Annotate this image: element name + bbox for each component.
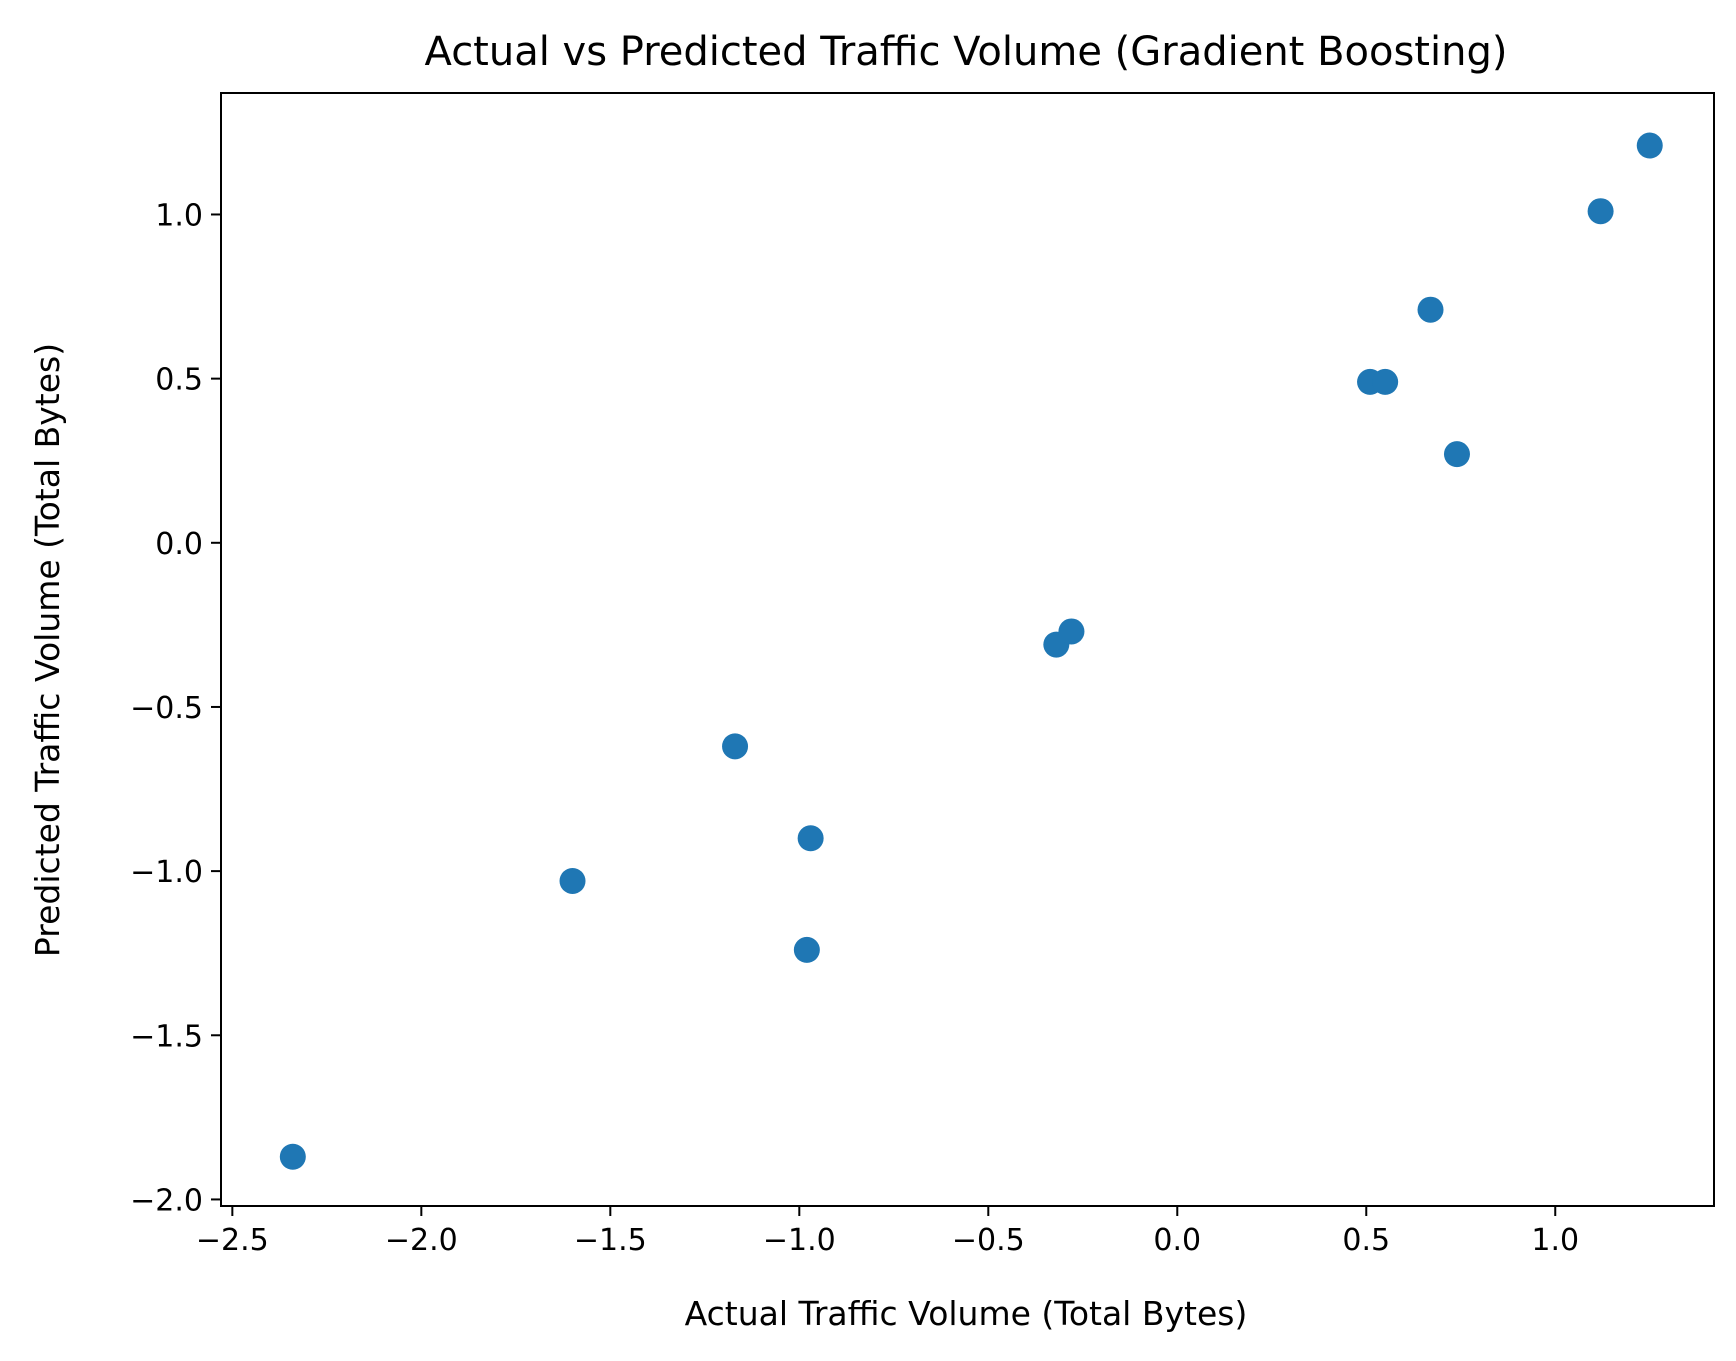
x-tick-label: −0.5	[952, 1223, 1025, 1258]
x-tick-label: 1.0	[1531, 1223, 1579, 1258]
x-tick-label: 0.5	[1342, 1223, 1390, 1258]
x-axis-title: Actual Traffic Volume (Total Bytes)	[685, 1294, 1248, 1333]
plot-area	[220, 92, 1715, 1207]
data-point	[1443, 441, 1470, 468]
scatter-points	[279, 132, 1663, 1170]
y-tick-label: −1.5	[130, 1019, 203, 1054]
data-point	[1636, 132, 1663, 159]
y-axis-title: Predicted Traffic Volume (Total Bytes)	[28, 343, 67, 957]
data-point	[1372, 368, 1399, 395]
data-point	[1058, 618, 1085, 645]
data-point	[559, 867, 586, 894]
data-point	[1587, 198, 1614, 225]
x-tick-label: 0.0	[1153, 1223, 1201, 1258]
y-tick-label: 1.0	[155, 198, 203, 233]
data-point	[279, 1143, 306, 1170]
y-tick-label: −1.0	[130, 855, 203, 890]
data-point	[1417, 296, 1444, 323]
y-axis-ticks: −2.0 −1.5 −1.0 −0.5 0.0 0.5 1.0	[130, 198, 221, 1218]
data-point	[797, 825, 824, 852]
chart-title: Actual vs Predicted Traffic Volume (Grad…	[425, 29, 1508, 75]
data-point	[722, 733, 749, 760]
x-tick-label: −2.5	[196, 1223, 269, 1258]
data-point	[793, 936, 820, 963]
x-tick-label: −1.5	[574, 1223, 647, 1258]
x-tick-label: −1.0	[763, 1223, 836, 1258]
y-tick-label: −0.5	[130, 691, 203, 726]
x-axis-ticks: −2.5 −2.0 −1.5 −1.0 −0.5 0.0 0.5 1.0	[196, 1206, 1579, 1258]
y-tick-label: −2.0	[130, 1183, 203, 1218]
y-tick-label: 0.0	[155, 527, 203, 562]
y-tick-label: 0.5	[155, 363, 203, 398]
x-tick-label: −2.0	[385, 1223, 458, 1258]
